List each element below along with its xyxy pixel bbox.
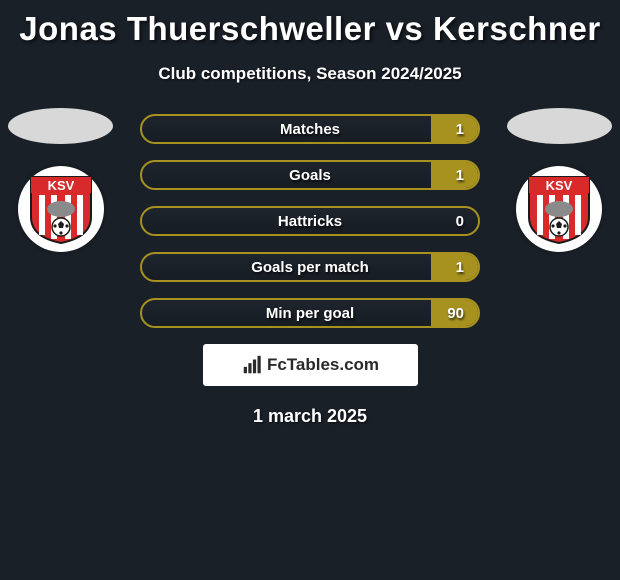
bar-chart-icon bbox=[241, 354, 263, 376]
stat-bar-fill bbox=[431, 162, 478, 188]
stat-bar-value: 1 bbox=[456, 167, 464, 184]
club-badge-right: KSV bbox=[516, 166, 602, 252]
ksv-shield-icon: KSV bbox=[525, 173, 593, 245]
stat-bar-value: 1 bbox=[456, 259, 464, 276]
badge-acronym: KSV bbox=[546, 178, 573, 193]
stat-bar-value: 90 bbox=[447, 305, 464, 322]
brand-text: FcTables.com bbox=[267, 355, 379, 375]
player-slot-left bbox=[8, 108, 113, 144]
stat-bar-fill bbox=[431, 254, 478, 280]
stat-bar-value: 1 bbox=[456, 121, 464, 138]
stat-bar-label: Goals per match bbox=[251, 259, 369, 276]
badge-acronym: KSV bbox=[48, 178, 75, 193]
date-label: 1 march 2025 bbox=[0, 406, 620, 427]
stat-bar-label: Goals bbox=[289, 167, 331, 184]
stat-bar-fill bbox=[431, 116, 478, 142]
comparison-panel: KSV KSV bbox=[0, 114, 620, 328]
stat-bar-value: 0 bbox=[456, 213, 464, 230]
stat-bar-label: Matches bbox=[280, 121, 340, 138]
ksv-shield-icon: KSV bbox=[27, 173, 95, 245]
stat-bar: Min per goal 90 bbox=[140, 298, 480, 328]
stat-bars: Matches 1 Goals 1 Hattricks 0 Goals per match 1… bbox=[140, 114, 480, 328]
brand-box: FcTables.com bbox=[203, 344, 418, 386]
subtitle: Club competitions, Season 2024/2025 bbox=[0, 64, 620, 84]
stat-bar: Goals 1 bbox=[140, 160, 480, 190]
badge-circle: KSV bbox=[516, 166, 602, 252]
stat-bar: Hattricks 0 bbox=[140, 206, 480, 236]
page-title: Jonas Thuerschweller vs Kerschner bbox=[0, 0, 620, 48]
player-slot-right bbox=[507, 108, 612, 144]
club-badge-left: KSV bbox=[18, 166, 104, 252]
badge-circle: KSV bbox=[18, 166, 104, 252]
stat-bar: Goals per match 1 bbox=[140, 252, 480, 282]
stat-bar-label: Min per goal bbox=[266, 305, 354, 322]
stat-bar: Matches 1 bbox=[140, 114, 480, 144]
stat-bar-label: Hattricks bbox=[278, 213, 342, 230]
